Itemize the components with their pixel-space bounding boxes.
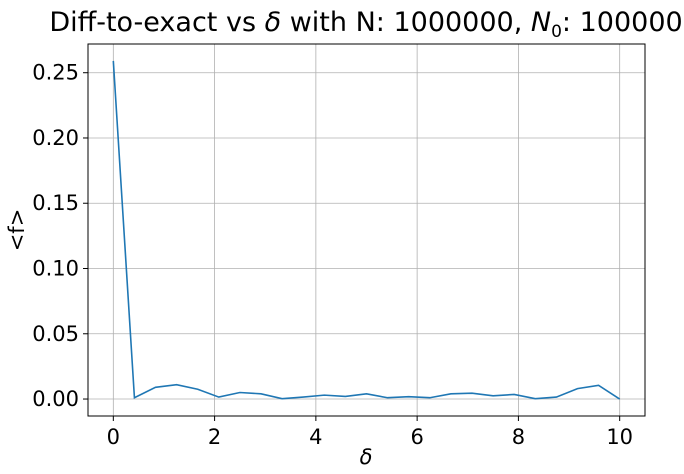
title-prefix: Diff-to-exact vs — [49, 7, 264, 38]
title-n-symbol: N — [531, 7, 551, 38]
y-axis-label: <f> — [5, 209, 29, 252]
x-axis-label: δ — [360, 445, 373, 469]
x-tick-label: 2 — [208, 425, 221, 449]
series-line — [112, 60, 621, 400]
plot-frame — [87, 43, 646, 417]
title-middle: with N: 1000000, — [281, 7, 531, 38]
x-tick-label: 8 — [512, 425, 525, 449]
grid — [88, 44, 645, 416]
title-suffix: : 100000 — [562, 7, 683, 38]
x-tick-label: 10 — [606, 425, 633, 449]
y-tick-label: 0.25 — [32, 61, 79, 85]
title-n-subscript: 0 — [551, 22, 562, 42]
chart-title: Diff-to-exact vs δ with N: 1000000, N0: … — [49, 7, 682, 42]
y-tick-label: 0.00 — [32, 387, 79, 411]
y-tick-label: 0.15 — [32, 191, 79, 215]
title-delta: δ — [265, 7, 282, 38]
y-tick-label: 0.05 — [32, 322, 79, 346]
x-tick-label: 4 — [309, 425, 322, 449]
series-layer — [112, 60, 621, 400]
x-tick-label: 6 — [410, 425, 423, 449]
tick-marks — [83, 72, 621, 421]
x-tick-label: 0 — [107, 425, 120, 449]
y-tick-labels: 0.00 0.05 0.10 0.15 0.20 0.25 — [32, 61, 79, 411]
x-tick-labels: 0 2 4 6 8 10 — [107, 425, 633, 449]
y-tick-label: 0.10 — [32, 257, 79, 281]
y-tick-label: 0.20 — [32, 126, 79, 150]
